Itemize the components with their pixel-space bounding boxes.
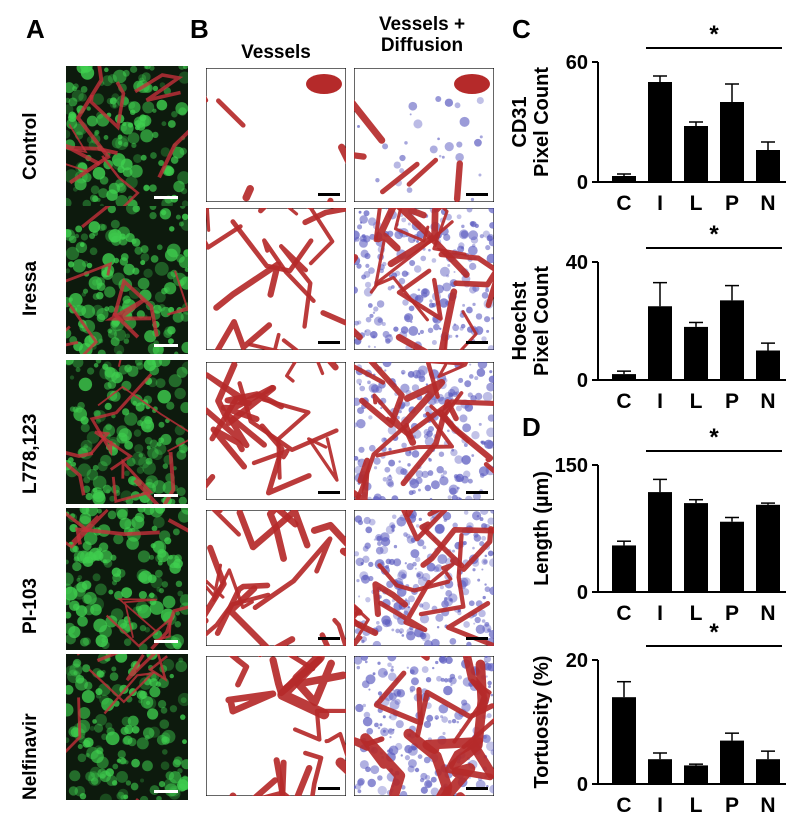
y-axis-label: CD31 (509, 96, 531, 147)
vessel-image-nelfinavir (206, 656, 346, 796)
y-tick-label: 0 (577, 774, 588, 796)
x-tick-label: I (657, 390, 663, 413)
significance-star: * (709, 424, 719, 451)
fluor-image-nelfinavir (66, 654, 188, 800)
y-axis-label: Pixel Count (531, 67, 553, 177)
chart-cd31: 0 60 C I L P N * CD31 Pixel Count (509, 21, 786, 215)
x-tick-label: I (657, 602, 663, 625)
x-tick-label: P (725, 794, 739, 817)
x-tick-label: C (616, 794, 631, 817)
bar-I (648, 306, 672, 380)
y-tick-label: 20 (566, 650, 588, 672)
bar-I (648, 492, 672, 592)
diff-image-iressa (354, 208, 494, 350)
x-tick-label: L (690, 602, 703, 625)
row-label-nelfinavir: Nelfinavir (20, 713, 41, 800)
diff-image-pi103 (354, 510, 494, 646)
x-tick-label: C (616, 602, 631, 625)
row-label-l778: L778,123 (20, 413, 41, 494)
bar-P (720, 300, 744, 380)
significance-star: * (709, 619, 719, 646)
x-tick-label: L (690, 794, 703, 817)
y-tick-label: 60 (566, 52, 588, 74)
diff-image-l778 (354, 362, 494, 500)
fluor-image-control (66, 66, 188, 206)
chart-length: 0 150 C I L P N * Length (µm) (531, 424, 786, 625)
significance-star: * (709, 21, 719, 48)
y-axis-label: Tortuosity (%) (531, 656, 553, 789)
vessel-image-l778 (206, 362, 346, 500)
column-header-vessels: Vessels (241, 42, 311, 63)
bar-C (612, 697, 636, 784)
vessel-image-pi103 (206, 510, 346, 646)
bar-I (648, 82, 672, 182)
x-tick-label: C (616, 192, 631, 215)
panel-label-c: C (512, 14, 531, 44)
diff-image-nelfinavir (354, 656, 494, 796)
y-tick-label: 0 (577, 172, 588, 194)
x-tick-label: P (725, 192, 739, 215)
x-tick-label: I (657, 192, 663, 215)
x-tick-label: L (690, 192, 703, 215)
row-label-control: Control (20, 112, 41, 180)
x-tick-label: C (616, 390, 631, 413)
x-tick-label: N (760, 390, 775, 413)
y-axis-label: Hoechst (509, 281, 531, 360)
y-axis-label: Length (µm) (531, 471, 553, 586)
bar-I (648, 759, 672, 784)
fluor-image-l778 (66, 360, 188, 504)
bar-C (612, 176, 636, 182)
chart-tortuosity: 0 20 C I L P N * Tortuosity (%) (531, 619, 786, 817)
x-tick-label: N (760, 192, 775, 215)
x-tick-label: P (725, 602, 739, 625)
x-tick-label: P (725, 390, 739, 413)
bar-L (684, 503, 708, 592)
row-label-iressa: Iressa (20, 261, 41, 316)
vessel-image-control (206, 68, 346, 202)
column-header-line-1: Vessels + (378, 14, 466, 35)
significance-star: * (709, 221, 719, 248)
bar-N (756, 759, 780, 784)
fluor-image-pi103 (66, 508, 188, 650)
fluor-image-iressa (66, 206, 188, 354)
bar-L (684, 126, 708, 182)
column-header-line-2: Diffusion (380, 35, 464, 56)
bar-C (612, 374, 636, 380)
diff-image-control (354, 68, 494, 202)
panel-label-b: B (190, 14, 209, 44)
y-tick-label: 150 (555, 455, 588, 477)
bar-L (684, 326, 708, 380)
y-tick-label: 0 (577, 370, 588, 392)
x-tick-label: I (657, 794, 663, 817)
bar-N (756, 504, 780, 592)
row-label-pi103: PI-103 (20, 578, 41, 634)
x-tick-label: N (760, 794, 775, 817)
bar-L (684, 765, 708, 784)
y-tick-label: 0 (577, 582, 588, 604)
panel-label-d: D (522, 412, 541, 442)
bar-P (720, 740, 744, 784)
bar-P (720, 521, 744, 592)
bar-N (756, 350, 780, 380)
panel-label-a: A (26, 14, 45, 44)
chart-hoechst: 0 40 C I L P N * Hoechst Pixel Count (509, 221, 786, 413)
vessel-image-iressa (206, 208, 346, 350)
x-tick-label: L (690, 390, 703, 413)
x-tick-label: N (760, 602, 775, 625)
y-tick-label: 40 (566, 252, 588, 274)
bar-C (612, 545, 636, 592)
bar-N (756, 150, 780, 182)
column-header-vessels-diffusion: Vessels + Diffusion (352, 14, 492, 56)
y-axis-label: Pixel Count (531, 266, 553, 376)
bar-P (720, 102, 744, 182)
